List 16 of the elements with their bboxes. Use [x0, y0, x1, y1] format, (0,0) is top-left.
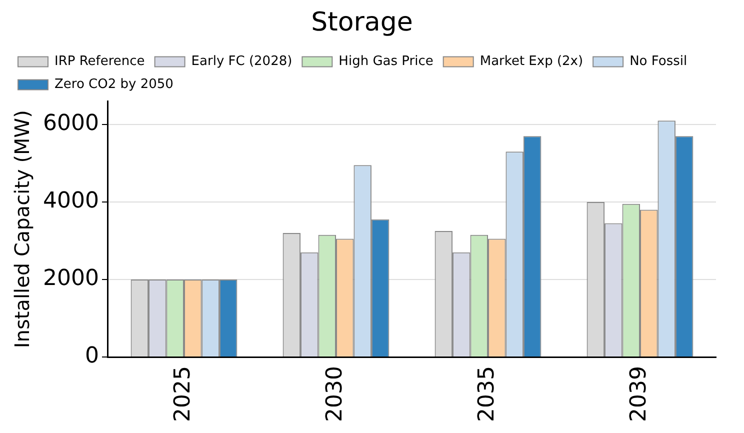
legend-label: Market Exp (2x): [480, 54, 584, 70]
chart-title: Storage: [311, 7, 413, 38]
y-tick-label: 4000: [42, 188, 99, 214]
x-tick-label: 2035: [474, 366, 500, 422]
x-tick-label: 2030: [322, 366, 348, 422]
y-tick-label: 2000: [42, 266, 99, 292]
legend-label: Early FC (2028): [191, 54, 292, 70]
x-tick-label: 2025: [170, 366, 196, 422]
legend-label: Zero CO2 by 2050: [54, 77, 174, 92]
x-tick-label: 2039: [626, 366, 652, 422]
y-tick-label: 6000: [42, 111, 99, 136]
y-axis-title: Installed Capacity (MW): [10, 110, 34, 348]
y-tick-label: 0: [84, 344, 99, 369]
legend-label: High Gas Price: [338, 54, 434, 70]
legend-label: No Fossil: [630, 54, 688, 70]
legend-label: IRP Reference: [54, 54, 145, 70]
